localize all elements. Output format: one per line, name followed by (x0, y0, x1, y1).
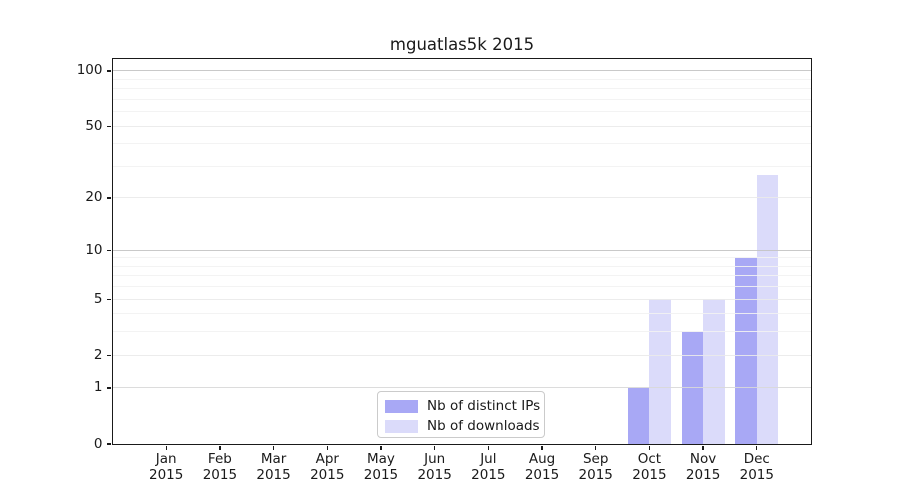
gridline-y-50 (112, 125, 811, 127)
x-tick-label-jun: Jun 2015 (393, 451, 477, 483)
year-label: 2015 (739, 466, 774, 483)
x-tick-label-may: May 2015 (339, 451, 423, 483)
y-tick-50 (106, 125, 111, 127)
x-tick-jun (434, 445, 436, 450)
year-label: 2015 (310, 466, 345, 483)
gridline-y-5 (112, 298, 811, 300)
year-label: 2015 (363, 466, 399, 483)
month-label: Jun (424, 451, 446, 467)
year-label: 2015 (202, 466, 238, 483)
month-label: Apr (315, 451, 339, 467)
bar-distinct-ips-dec (735, 257, 757, 444)
month-label: Jan (155, 451, 177, 467)
y-tick-100 (106, 70, 111, 72)
minor-gridline-y-70 (112, 98, 811, 100)
legend: Nb of distinct IPs Nb of downloads (377, 391, 545, 438)
year-label: 2015 (471, 466, 506, 483)
minor-gridline-y-8 (112, 265, 811, 267)
x-tick-label-apr: Apr 2015 (285, 451, 369, 483)
y-tick-0 (106, 443, 111, 445)
x-tick-label-dec: Dec 2015 (715, 451, 799, 483)
month-label: Mar (260, 451, 287, 467)
x-tick-apr (326, 445, 328, 450)
bar-downloads-nov (703, 299, 725, 444)
year-label: 2015 (256, 466, 291, 483)
x-tick-label-jan: Jan 2015 (124, 451, 208, 483)
gridline-y-10 (112, 249, 811, 251)
bar-downloads-dec (756, 174, 779, 444)
x-tick-label-mar: Mar 2015 (232, 451, 316, 483)
x-tick-label-sep: Sep 2015 (554, 451, 638, 483)
month-label: Feb (207, 451, 232, 467)
x-tick-feb (219, 445, 221, 450)
x-tick-oct (648, 445, 651, 450)
minor-gridline-y-60 (112, 111, 811, 113)
y-tick-label-10: 10 (85, 241, 103, 258)
minor-gridline-y-30 (112, 165, 811, 167)
y-tick-label-1: 1 (93, 379, 103, 396)
gridline-y-20 (112, 197, 811, 199)
y-tick-2 (106, 354, 111, 356)
minor-gridline-y-4 (112, 313, 811, 315)
minor-gridline-y-80 (112, 88, 811, 90)
legend-item-downloads: Nb of downloads (385, 418, 544, 435)
y-tick-label-5: 5 (93, 290, 103, 307)
minor-gridline-y-90 (112, 78, 811, 80)
bar-distinct-ips-oct (627, 387, 650, 444)
year-label: 2015 (524, 466, 560, 483)
month-label: May (366, 451, 395, 467)
month-label: Nov (689, 451, 717, 467)
legend-swatch-downloads (385, 420, 418, 433)
gridline-y-1 (112, 387, 811, 389)
year-label: 2015 (632, 466, 667, 483)
legend-item-distinct-ips: Nb of distinct IPs (385, 398, 544, 415)
x-tick-label-oct: Oct 2015 (607, 451, 691, 483)
y-tick-20 (106, 197, 111, 199)
y-tick-5 (106, 298, 111, 300)
x-tick-nov (702, 445, 704, 450)
y-tick-label-100: 100 (76, 62, 103, 79)
month-label: Aug (528, 451, 556, 467)
x-tick-label-nov: Nov 2015 (661, 451, 745, 483)
minor-gridline-y-7 (112, 275, 811, 277)
year-label: 2015 (417, 466, 452, 483)
x-tick-mar (272, 445, 275, 450)
y-tick-1 (106, 387, 111, 389)
legend-label-downloads: Nb of downloads (427, 418, 540, 434)
x-tick-dec (756, 445, 758, 450)
x-tick-sep (595, 445, 597, 450)
minor-gridline-y-3 (112, 331, 811, 333)
y-tick-label-0: 0 (93, 435, 103, 452)
minor-gridline-y-9 (112, 257, 811, 259)
minor-gridline-y-6 (112, 286, 811, 288)
plot-area: 0 1 2 5 10 20 50 100 Jan 2015 Feb 2015 Mar 2015 Apr 201… (77, 58, 812, 482)
y-tick-label-2: 2 (93, 346, 103, 363)
x-tick-label-jul: Jul 2015 (446, 451, 530, 483)
x-tick-label-aug: Aug 2015 (500, 451, 584, 483)
minor-gridline-y-40 (112, 143, 811, 145)
year-label: 2015 (578, 466, 613, 483)
gridline-y-2 (112, 354, 811, 356)
month-label: Jul (480, 451, 497, 467)
x-tick-aug (541, 445, 543, 450)
month-label: Sep (582, 451, 609, 467)
month-label: Dec (743, 451, 770, 467)
year-label: 2015 (685, 466, 721, 483)
legend-swatch-distinct-ips (385, 400, 418, 413)
gridline-y-100 (112, 70, 811, 72)
x-tick-jan (165, 445, 167, 450)
x-tick-may (380, 445, 382, 450)
month-label: Oct (637, 451, 662, 467)
legend-label-distinct-ips: Nb of distinct IPs (427, 398, 541, 414)
x-tick-jul (487, 445, 489, 450)
y-tick-label-20: 20 (85, 189, 103, 206)
chart-title: mguatlas5k 2015 (389, 35, 535, 54)
bar-downloads-oct (649, 299, 671, 444)
y-tick-10 (106, 249, 111, 251)
x-tick-label-feb: Feb 2015 (178, 451, 262, 483)
year-label: 2015 (149, 466, 184, 483)
y-tick-label-50: 50 (85, 117, 103, 134)
